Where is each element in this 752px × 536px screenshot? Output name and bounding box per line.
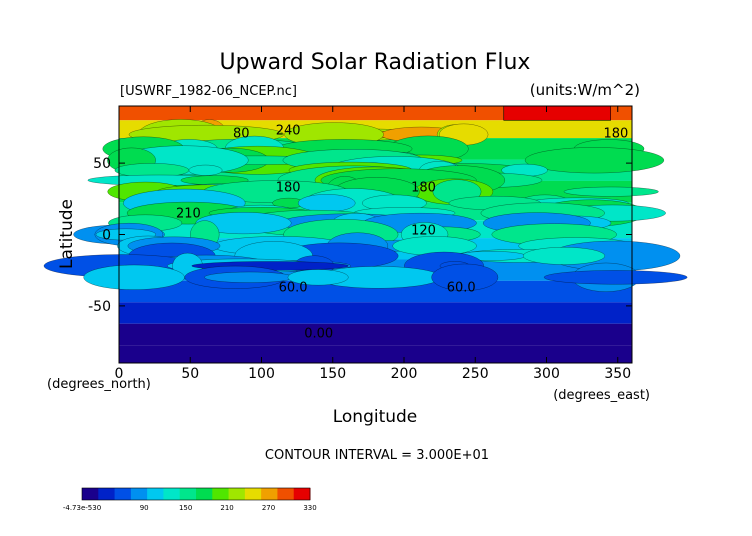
colorbar-tick-label: 150 [179,504,192,512]
contour-patch [503,105,611,121]
colorbar-tick-label: -4.73e-530 [63,504,101,512]
y-axis: 50 0 -50 [88,156,632,315]
contour-interval-text: CONTOUR INTERVAL = 3.000E+01 [265,448,489,463]
colorbar-tick-label: 330 [303,504,316,512]
x-axis: 0 50 100 150 200 250 300 350 [115,106,631,382]
dataset-label: [USWRF_1982-06_NCEP.nc] [120,84,297,99]
contour-label: 60.0 [279,281,308,296]
y-unit-label: (degrees_north) [47,377,151,392]
contour-label: 180 [604,126,629,141]
colorbar-swatch [98,488,116,500]
lat-band [119,345,632,363]
contour-label: 120 [411,224,436,239]
colorbar-swatch [277,488,295,500]
colorbar-swatch [163,488,181,500]
colorbar-swatch [196,488,213,500]
colorbar-swatch [147,488,164,500]
contour-label: 0.00 [304,326,333,341]
colorbar-swatch [82,488,99,500]
lat-band [119,323,632,346]
chart-title: Upward Solar Radiation Flux [220,50,531,75]
contour-label: 240 [276,124,301,139]
contour-patch [522,247,606,265]
y-axis-label: Latitude [57,199,77,269]
lat-band [119,302,632,324]
x-tick-label: 300 [533,366,560,382]
contour-patch [287,269,349,286]
contour-patch [195,212,292,235]
contour-label: 180 [411,181,436,196]
y-tick-label: -50 [88,299,111,315]
x-tick-label: 200 [391,366,418,382]
colorbar [81,487,311,501]
x-tick-label: 150 [319,366,346,382]
contour-patch [188,164,223,176]
y-tick-label: 0 [102,228,111,244]
contour-labels: 0.00 60.0 60.0 120 180 180 210 240 80 180 [176,124,628,342]
colorbar-swatch [244,488,262,500]
x-tick-label: 100 [248,366,275,382]
colorbar-swatch [130,488,148,500]
colorbar-swatch [179,488,197,500]
contour-label: 210 [176,206,201,221]
colorbar-swatch [293,488,311,500]
contour-patch [524,147,665,174]
colorbar-swatch [212,488,230,500]
units-label: (units:W/m^2) [530,81,640,99]
x-tick-label: 250 [462,366,489,382]
x-tick-label: 350 [604,366,631,382]
colorbar-swatch [261,488,278,500]
x-tick-label: 0 [115,366,124,382]
colorbar-swatch [228,488,246,500]
contour-label: 80 [233,126,250,141]
colorbar-swatch [114,488,132,500]
colorbar-tick-label: 270 [262,504,275,512]
contour-patch [83,264,185,290]
colorbar-tick-label: 210 [220,504,233,512]
colorbar-tick-label: 90 [140,504,149,512]
y-tick-label: 50 [93,156,111,172]
colorbar-labels: -4.73e-530 90 150 210 270 330 [63,504,317,512]
x-axis-label: Longitude [333,407,418,427]
contour-patch [297,194,356,213]
x-unit-label: (degrees_east) [553,388,650,403]
contour-label: 60.0 [447,281,476,296]
contour-label: 180 [276,181,301,196]
contour-patch [431,263,499,291]
colorbar-frame [81,487,311,501]
contour-patch [543,270,688,285]
x-tick-label: 50 [181,366,199,382]
contour-patch [563,186,659,197]
contour-regions [43,105,688,292]
